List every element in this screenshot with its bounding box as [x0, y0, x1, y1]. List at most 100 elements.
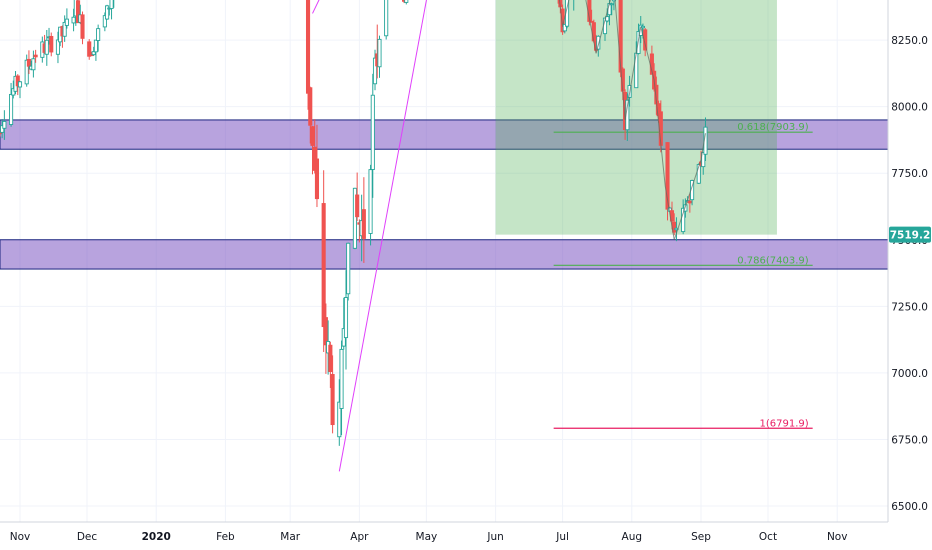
fibonacci-levels: -0.168(10128.9)0(9648.9)0.618(7903.9)0.7… — [553, 122, 813, 429]
candle-down — [323, 317, 328, 346]
time-tick-label: 2020 — [142, 531, 171, 543]
candle-down — [80, 14, 85, 39]
price-path — [558, 0, 706, 240]
candle-up — [681, 207, 686, 233]
fib-level-label: 0.786(7403.9) — [737, 255, 809, 266]
candle-up — [339, 348, 344, 409]
candle-up — [372, 57, 378, 85]
time-tick-label: Feb — [216, 531, 235, 543]
support-resistance-zones — [0, 119, 889, 270]
time-tick-label: Apr — [350, 531, 369, 543]
time-axis-background[interactable] — [0, 522, 932, 550]
candle-down — [26, 58, 31, 67]
price-tick-label: 7750.0 — [891, 168, 928, 180]
candle-down — [330, 374, 335, 426]
candle-down — [687, 200, 692, 204]
candle-up — [696, 164, 701, 184]
candle-down — [76, 0, 81, 24]
candle-up — [105, 5, 110, 20]
fib-level-label: 0.618(7903.9) — [737, 122, 809, 133]
candle-up — [62, 21, 67, 37]
candle-up — [337, 401, 342, 438]
candle-down — [401, 0, 407, 2]
candle-down — [49, 35, 54, 53]
price-tick-label: 7250.0 — [891, 301, 928, 313]
candle-up — [17, 81, 23, 88]
price-axis-ticks: 10250.010000.09750.09500.09250.09000.087… — [891, 35, 928, 513]
candle-up — [611, 0, 616, 2]
candle-down — [33, 54, 38, 58]
candle-up — [71, 16, 76, 24]
candle-down — [665, 142, 670, 210]
candle-up — [9, 93, 14, 125]
price-tick-label: 6500.0 — [891, 501, 928, 513]
candle-up — [352, 187, 357, 249]
rising-wedge — [312, 0, 427, 472]
candle-down — [87, 41, 92, 57]
time-tick-label: Nov — [827, 531, 848, 543]
time-axis-ticks: Nov Dec 2020 Feb Mar Apr May Jun Jul Aug Sep Oct Nov — [10, 531, 848, 543]
candle-up — [93, 39, 98, 53]
candle-up — [346, 242, 351, 295]
price-axis-background[interactable] — [888, 0, 932, 522]
sr-zone — [0, 239, 889, 270]
time-tick-label: May — [416, 531, 438, 543]
candle-up — [96, 28, 101, 41]
candle-up — [377, 38, 382, 68]
wedge-lower-line — [338, 0, 427, 472]
candlestick-series — [0, 0, 708, 446]
candle-down — [361, 209, 366, 239]
time-tick-label: Jul — [555, 531, 569, 543]
candle-down — [308, 87, 313, 126]
candle-down — [0, 131, 2, 135]
candle-down — [328, 344, 333, 372]
price-label-box — [889, 226, 931, 243]
time-tick-label: Jun — [486, 531, 503, 543]
price-tick-label: 8000.0 — [891, 102, 928, 114]
candle-up — [609, 3, 614, 6]
short-position-tool[interactable] — [495, 0, 777, 235]
projection-zigzag — [558, 0, 706, 240]
wedge-upper-line — [312, 0, 320, 14]
candle-up — [55, 39, 61, 55]
candle-up — [370, 94, 375, 170]
candle-up — [701, 151, 706, 168]
candle-up — [2, 121, 7, 129]
price-label-text: 7519.2 — [890, 230, 931, 242]
candle-up — [384, 0, 389, 37]
candle-up — [596, 35, 601, 50]
candle-up — [64, 18, 69, 26]
candle-down — [355, 194, 360, 218]
price-labels: 9818.19668.69425.27519.2 — [889, 226, 931, 243]
candle-down — [310, 126, 315, 146]
fib-level-label: 1(6791.9) — [760, 418, 809, 429]
time-tick-label: Oct — [759, 531, 777, 543]
candle-up — [102, 15, 107, 28]
candle-down — [314, 158, 320, 200]
candle-up — [640, 25, 646, 29]
candle-up — [562, 23, 567, 32]
candle-up — [0, 125, 5, 133]
time-tick-label: Aug — [622, 531, 643, 543]
candle-up — [31, 58, 36, 71]
candle-down — [15, 75, 20, 87]
candle-up — [368, 169, 373, 234]
candle-up — [109, 0, 114, 9]
candle-down — [305, 0, 311, 94]
time-tick-label: Nov — [10, 531, 31, 543]
price-tick-label: 7000.0 — [891, 368, 928, 380]
candle-up — [44, 39, 49, 55]
price-tick-label: 8250.0 — [891, 35, 928, 47]
price-tick-label: 6750.0 — [891, 434, 928, 446]
candle-down — [587, 0, 592, 22]
time-tick-label: Sep — [691, 531, 711, 543]
candle-up — [24, 59, 29, 85]
candle-up — [91, 51, 96, 56]
candle-up — [343, 297, 349, 339]
candle-up — [638, 24, 643, 36]
time-tick-label: Dec — [77, 531, 98, 543]
time-tick-label: Mar — [280, 531, 300, 543]
candle-up — [404, 0, 409, 3]
